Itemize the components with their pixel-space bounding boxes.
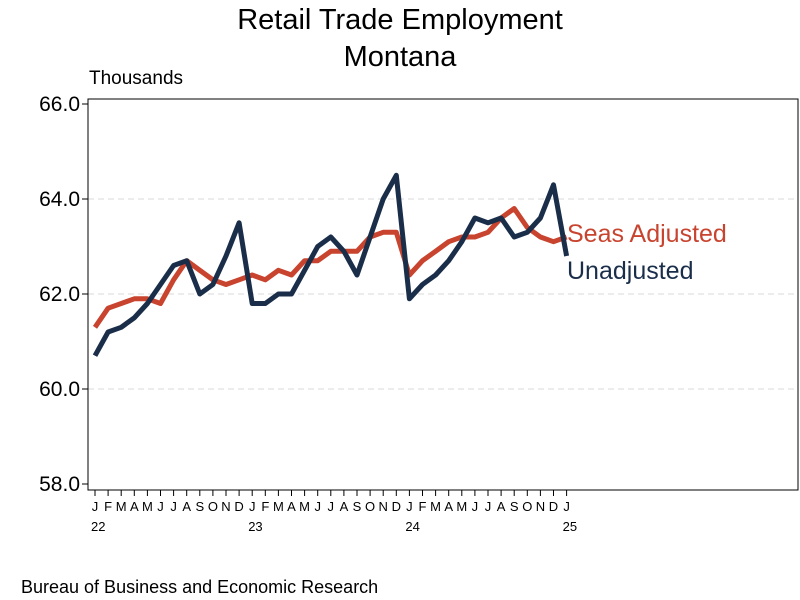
x-tick-label: D [234, 499, 243, 514]
x-tick-label: A [130, 499, 139, 514]
x-tick-label: M [430, 499, 441, 514]
source-footer: Bureau of Business and Economic Research [21, 577, 379, 597]
y-axis: 66.0 64.0 62.0 60.0 58.0 [39, 93, 88, 496]
x-year-label: 24 [405, 519, 419, 534]
x-tick-label: A [340, 499, 349, 514]
x-tick-label: D [549, 499, 558, 514]
y-axis-units-label: Thousands [89, 68, 184, 89]
x-tick-label: A [287, 499, 296, 514]
x-tick-label: O [208, 499, 218, 514]
x-tick-label: N [536, 499, 545, 514]
x-tick-label: S [353, 499, 362, 514]
x-tick-label: J [92, 499, 99, 514]
x-tick-label: M [142, 499, 153, 514]
x-tick-label: S [510, 499, 519, 514]
x-tick-label: O [365, 499, 375, 514]
x-tick-label: J [406, 499, 413, 514]
y-tick-label: 64.0 [39, 188, 80, 211]
x-tick-label: A [444, 499, 453, 514]
y-tick-label: 62.0 [39, 283, 80, 306]
x-tick-label: J [328, 499, 335, 514]
x-tick-label: J [472, 499, 479, 514]
x-tick-label: A [182, 499, 191, 514]
series-lines [92, 172, 570, 357]
x-tick-label: F [104, 499, 112, 514]
x-tick-label: A [497, 499, 506, 514]
x-year-label: 22 [91, 519, 105, 534]
y-tick-label: 60.0 [39, 378, 80, 401]
x-tick-label: F [419, 499, 427, 514]
series-label-seas-adjusted: Seas Adjusted [567, 220, 727, 248]
x-tick-label: J [157, 499, 164, 514]
series-line-unadjusted [92, 172, 570, 357]
x-tick-label: M [273, 499, 284, 514]
chart-title-line2: Montana [343, 41, 457, 73]
series-label-unadjusted: Unadjusted [567, 257, 693, 285]
series-line-seas-adjusted [92, 206, 568, 329]
gridlines [88, 198, 798, 390]
x-tick-label: O [522, 499, 532, 514]
x-tick-label: D [392, 499, 401, 514]
x-year-label: 23 [248, 519, 262, 534]
y-tick-label: 66.0 [39, 93, 80, 116]
x-tick-label: J [170, 499, 177, 514]
x-tick-label: N [379, 499, 388, 514]
x-axis: J F M A M J J A S O N D J F M A M J J A S O N D J F M A M J J A S O N D J22 2… [91, 490, 577, 534]
y-tick-label: 58.0 [39, 473, 80, 496]
series-labels: Seas Adjusted Unadjusted [567, 220, 727, 285]
x-tick-label: M [116, 499, 127, 514]
x-tick-label: M [299, 499, 310, 514]
x-year-label: 25 [563, 519, 577, 534]
x-tick-label: S [195, 499, 204, 514]
x-tick-label: J [249, 499, 256, 514]
x-tick-label: J [563, 499, 570, 514]
x-tick-label: J [314, 499, 321, 514]
x-tick-label: N [221, 499, 230, 514]
chart-title-line1: Retail Trade Employment [237, 4, 563, 36]
x-tick-label: J [485, 499, 492, 514]
x-tick-label: F [261, 499, 269, 514]
x-tick-label: M [456, 499, 467, 514]
